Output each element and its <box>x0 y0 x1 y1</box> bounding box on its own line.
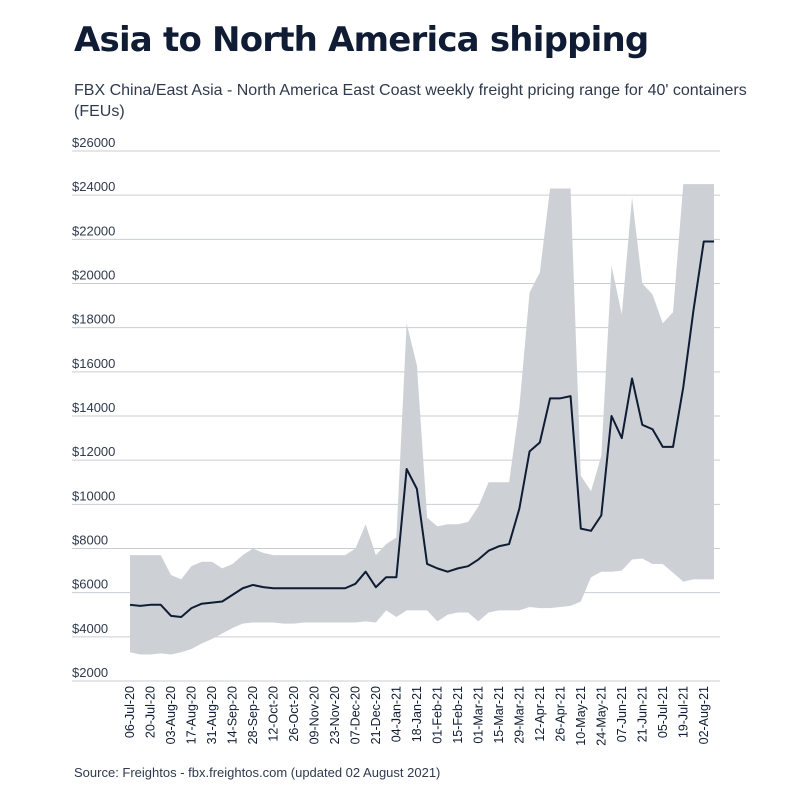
x-tick-label: 24-May-21 <box>594 686 608 746</box>
x-tick-label: 07-Jun-21 <box>615 686 629 742</box>
source-note: Source: Freightos - fbx.freightos.com (u… <box>74 765 441 780</box>
y-tick-label: $6000 <box>72 577 108 592</box>
x-tick-label: 05-Jul-21 <box>656 686 670 738</box>
x-tick-label: 20-Jul-20 <box>143 686 157 738</box>
x-tick-label: 21-Dec-20 <box>369 686 383 744</box>
y-tick-label: $10000 <box>72 488 115 503</box>
x-tick-label: 23-Nov-20 <box>328 686 342 744</box>
chart-subtitle: FBX China/East Asia - North America East… <box>74 82 747 120</box>
y-tick-label: $16000 <box>72 356 115 371</box>
x-tick-label: 17-Aug-20 <box>184 686 198 744</box>
y-tick-label: $14000 <box>72 400 115 415</box>
y-tick-label: $4000 <box>72 621 108 636</box>
x-tick-label: 10-May-21 <box>574 686 588 746</box>
x-tick-label: 12-Apr-21 <box>533 686 547 742</box>
x-axis-ticks: 06-Jul-20 20-Jul-20 03-Aug-20 17-Aug-20 31-A… <box>123 686 711 746</box>
x-tick-label: 18-Jan-21 <box>410 686 424 742</box>
y-tick-label: $26000 <box>72 135 115 150</box>
x-tick-label: 15-Feb-21 <box>451 686 465 744</box>
x-tick-label: 01-Mar-21 <box>471 686 485 744</box>
x-tick-label: 15-Mar-21 <box>492 686 506 744</box>
x-tick-label: 29-Mar-21 <box>512 686 526 744</box>
y-axis-ticks: $2000 $4000 $6000 $8000 $10000 $12000 $14000 $1… <box>72 135 115 680</box>
y-tick-label: $12000 <box>72 444 115 459</box>
y-tick-label: $18000 <box>72 312 115 327</box>
range-band-area <box>130 184 714 655</box>
y-tick-label: $20000 <box>72 268 115 283</box>
x-tick-label: 04-Jan-21 <box>389 686 403 742</box>
x-tick-label: 26-Apr-21 <box>553 686 567 742</box>
y-tick-label: $22000 <box>72 223 115 238</box>
chart-title: Asia to North America shipping <box>74 20 649 60</box>
x-tick-label: 28-Sep-20 <box>246 686 260 744</box>
average-price-line-group <box>129 240 714 618</box>
average-price-line <box>129 240 714 618</box>
y-tick-label: $8000 <box>72 533 108 548</box>
x-tick-label: 03-Aug-20 <box>164 686 178 744</box>
y-tick-label: $24000 <box>72 179 115 194</box>
x-tick-label: 01-Feb-21 <box>430 686 444 744</box>
x-tick-label: 09-Nov-20 <box>307 686 321 744</box>
price-range-band <box>130 184 714 655</box>
x-tick-label: 06-Jul-20 <box>123 686 137 738</box>
x-tick-label: 19-Jul-21 <box>676 686 690 738</box>
x-tick-label: 02-Aug-21 <box>697 686 711 744</box>
y-tick-label: $2000 <box>72 665 108 680</box>
x-tick-label: 14-Sep-20 <box>225 686 239 744</box>
x-tick-label: 07-Dec-20 <box>348 686 362 744</box>
x-tick-label: 26-Oct-20 <box>287 686 301 742</box>
x-tick-label: 31-Aug-20 <box>205 686 219 744</box>
x-tick-label: 21-Jun-21 <box>635 686 649 742</box>
x-tick-label: 12-Oct-20 <box>266 686 280 742</box>
